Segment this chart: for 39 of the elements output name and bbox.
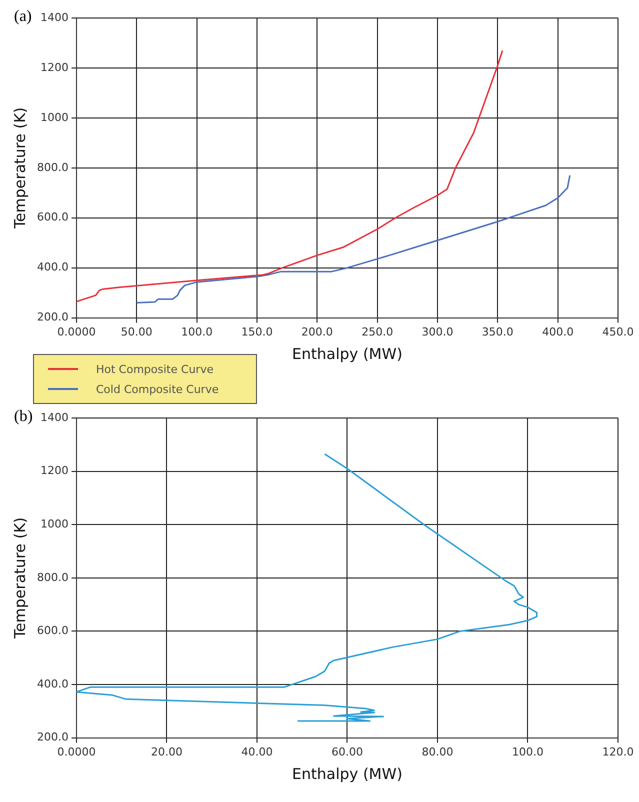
x-tick-label: 50.00 — [120, 325, 152, 338]
x-tick-label: 60.00 — [331, 745, 363, 758]
x-tick-label: 0.0000 — [57, 325, 96, 338]
y-axis-title: Temperature (K) — [10, 107, 29, 230]
y-tick-label: 200.0 — [36, 730, 68, 744]
x-axis-title: Enthalpy (MW) — [292, 764, 402, 783]
x-tick-label: 20.00 — [150, 745, 182, 758]
text: (b) — [14, 408, 33, 426]
x-tick-label: 300.0 — [422, 325, 454, 338]
y-tick-label: 1400 — [40, 10, 68, 24]
y-tick-label: 1400 — [40, 410, 68, 424]
y-tick-label: 400.0 — [36, 677, 68, 690]
x-tick-label: 200.0 — [301, 325, 333, 338]
text: (a) — [14, 8, 32, 26]
x-tick-label: 150.0 — [241, 325, 273, 338]
x-tick-label: 0.0000 — [57, 745, 96, 758]
y-tick-label: 800.0 — [36, 160, 68, 174]
x-tick-label: 120.0 — [602, 745, 634, 758]
x-tick-label: 450.0 — [602, 325, 634, 338]
y-tick-label: 400.0 — [36, 260, 68, 274]
legend-label: Hot Composite Curve — [96, 362, 214, 376]
y-axis-title: Temperature (K) — [10, 517, 29, 640]
x-tick-label: 100.0 — [512, 745, 544, 758]
x-tick-label: 100.0 — [181, 325, 213, 338]
legend-label: Cold Composite Curve — [96, 382, 219, 396]
y-tick-label: 800.0 — [36, 570, 68, 584]
x-tick-label: 40.00 — [241, 745, 273, 758]
x-tick-label: 400.0 — [542, 325, 574, 338]
x-axis-title: Enthalpy (MW) — [292, 344, 402, 363]
y-tick-label: 200.0 — [36, 310, 68, 324]
y-tick-label: 1000 — [40, 517, 68, 530]
y-tick-label: 1000 — [40, 110, 68, 124]
y-tick-label: 1200 — [40, 60, 68, 74]
x-tick-label: 250.0 — [362, 325, 394, 338]
y-tick-label: 600.0 — [36, 210, 68, 224]
y-tick-label: 1200 — [40, 464, 68, 478]
x-tick-label: 350.0 — [482, 325, 514, 338]
y-tick-label: 600.0 — [36, 624, 68, 638]
x-tick-label: 80.00 — [422, 745, 454, 758]
